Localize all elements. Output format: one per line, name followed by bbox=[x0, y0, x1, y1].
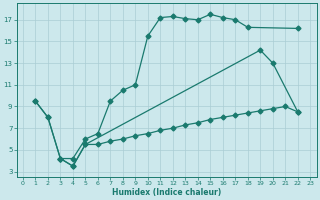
X-axis label: Humidex (Indice chaleur): Humidex (Indice chaleur) bbox=[112, 188, 221, 197]
